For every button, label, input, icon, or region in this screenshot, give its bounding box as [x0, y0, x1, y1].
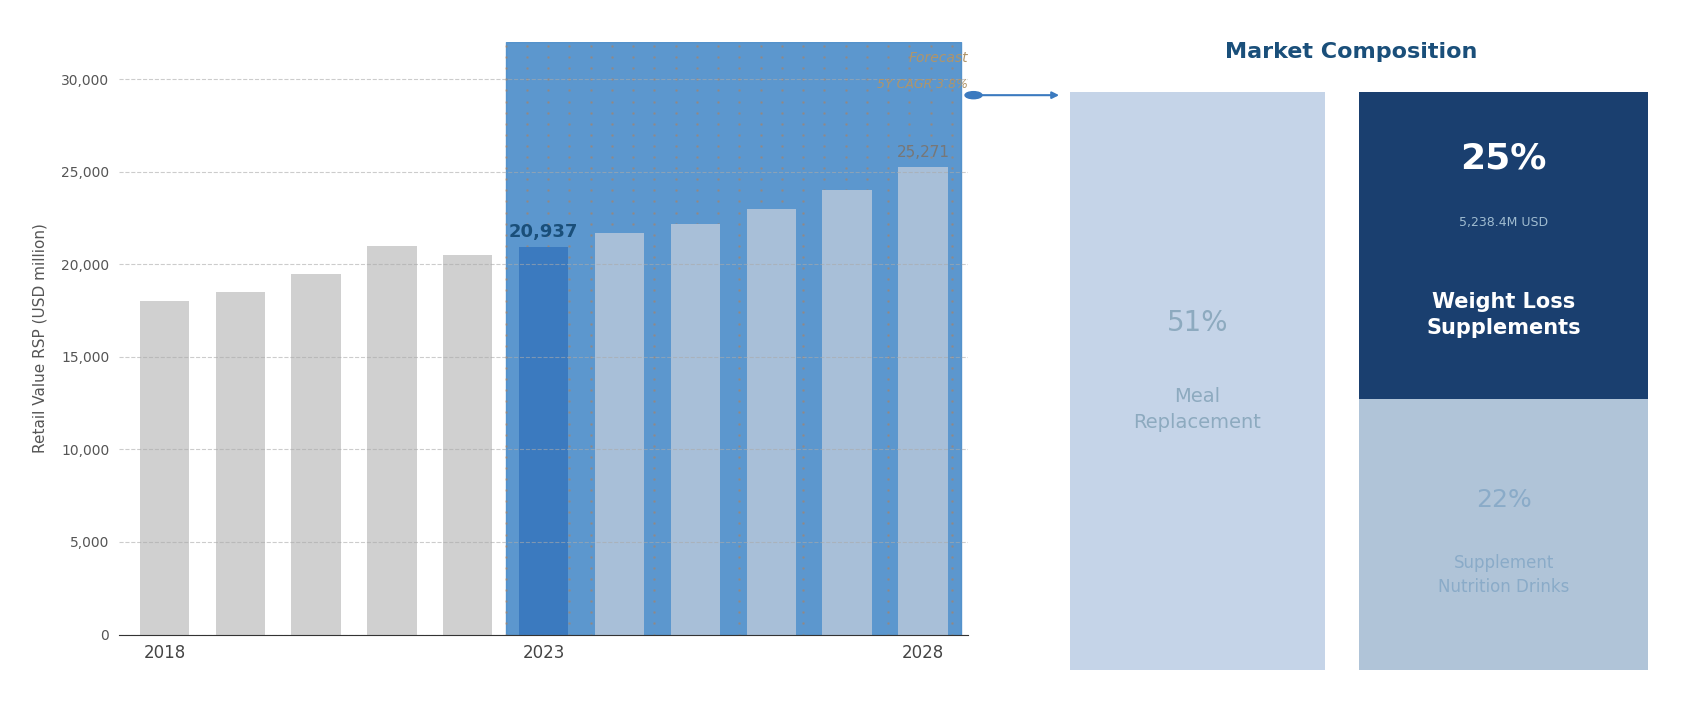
Bar [745, 209, 795, 634]
Bar [1358, 399, 1647, 670]
Bar [1358, 92, 1647, 399]
Text: 51%: 51% [1167, 309, 1228, 337]
Bar [594, 233, 644, 634]
Bar [671, 223, 720, 634]
Text: Forecast: Forecast [908, 51, 968, 65]
Text: Market Composition: Market Composition [1224, 42, 1476, 62]
Text: 25%: 25% [1460, 142, 1545, 176]
Bar [898, 167, 947, 634]
Text: 25,271: 25,271 [897, 145, 949, 160]
Text: 20,937: 20,937 [509, 223, 577, 240]
Text: 22%: 22% [1476, 488, 1530, 512]
Text: Supplement
Nutrition Drinks: Supplement Nutrition Drinks [1437, 554, 1569, 596]
Bar [822, 190, 871, 634]
Bar [216, 292, 265, 634]
Bar [506, 42, 961, 634]
Bar [443, 255, 492, 634]
Text: Weight Loss
Supplements: Weight Loss Supplements [1425, 292, 1581, 338]
Text: 5,238.4M USD: 5,238.4M USD [1459, 216, 1547, 229]
Bar [292, 274, 341, 634]
Text: 5Y CAGR 3.8%: 5Y CAGR 3.8% [876, 78, 968, 91]
Bar [367, 246, 416, 634]
Text: Meal
Replacement: Meal Replacement [1133, 387, 1260, 432]
Bar [1070, 92, 1324, 670]
Y-axis label: Retail Value RSP (USD million): Retail Value RSP (USD million) [32, 223, 48, 453]
Bar [518, 247, 569, 634]
Bar [139, 302, 188, 634]
